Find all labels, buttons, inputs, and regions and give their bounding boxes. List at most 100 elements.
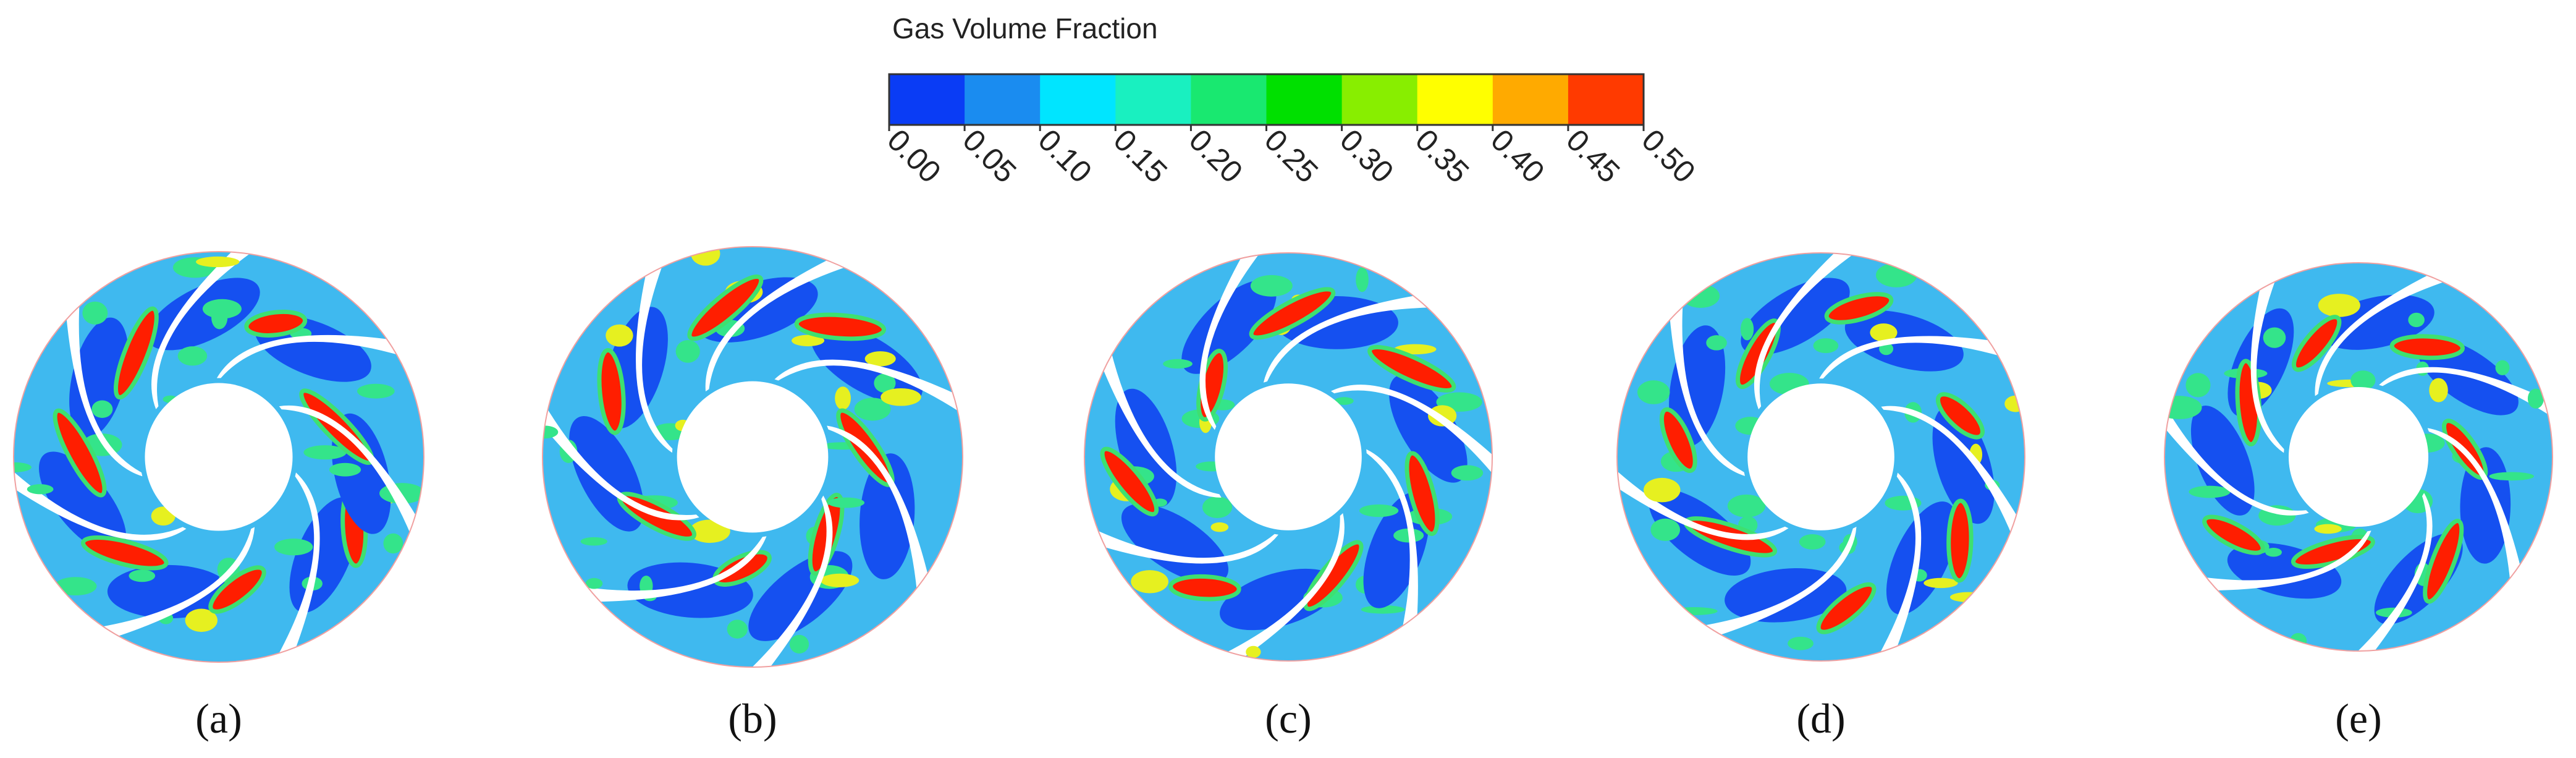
blade	[774, 359, 962, 414]
colorbar-tick-label: 0.40	[1484, 122, 1551, 189]
hub	[677, 381, 829, 533]
colorbar-segment	[1115, 74, 1191, 125]
blade	[276, 472, 320, 658]
red-region	[2423, 519, 2464, 604]
blade	[98, 527, 255, 638]
hub	[1215, 383, 1362, 530]
red-region	[1816, 582, 1877, 634]
green-region	[1788, 636, 1814, 650]
green-region	[1361, 605, 1405, 614]
red-region	[2202, 514, 2265, 555]
red-region	[1367, 345, 1456, 393]
green-region	[1250, 275, 1293, 297]
red-region	[1100, 446, 1159, 517]
blade	[2250, 276, 2284, 453]
colorbar-segment	[1040, 74, 1116, 125]
blue-region	[2190, 406, 2255, 516]
green-region	[1451, 465, 1484, 481]
green-region	[2489, 472, 2534, 481]
green-region	[2495, 360, 2510, 375]
colorbar-tick-label: 0.15	[1107, 122, 1174, 189]
blade	[705, 258, 850, 391]
panel-label: (c)	[1265, 695, 1311, 742]
blade	[1263, 295, 1433, 383]
green-region	[1875, 263, 1917, 287]
colorbar-tick-label: 0.10	[1031, 122, 1098, 189]
hub	[1747, 383, 1894, 530]
green-region	[874, 373, 896, 393]
blade	[1881, 406, 2019, 537]
green-region	[2265, 548, 2282, 557]
green-region	[1706, 335, 1727, 351]
green-region	[820, 573, 859, 587]
red-region	[1659, 407, 1697, 473]
blade	[1617, 468, 1789, 540]
blade	[279, 405, 418, 537]
blade	[151, 252, 254, 409]
blade	[2201, 530, 2371, 591]
blue-region	[146, 278, 260, 351]
blade	[1670, 302, 1745, 476]
blue-region	[1220, 568, 1338, 631]
green-region	[835, 386, 851, 410]
red-region	[1303, 540, 1364, 611]
green-region	[689, 519, 730, 543]
green-region	[211, 305, 228, 330]
rim	[542, 246, 963, 668]
red-region	[687, 274, 764, 341]
green-region	[1210, 522, 1229, 532]
rim	[2164, 262, 2553, 652]
green-region	[274, 539, 313, 556]
blade	[2427, 428, 2522, 584]
colorbar-segment	[1266, 74, 1343, 125]
red-region	[80, 535, 169, 571]
green-region	[2408, 312, 2425, 328]
blade	[543, 405, 699, 521]
green-region	[792, 334, 825, 347]
green-region	[82, 301, 108, 325]
green-region	[1670, 607, 1718, 616]
red-region	[208, 565, 266, 614]
green-region	[1727, 494, 1766, 517]
red-region	[1824, 292, 1894, 325]
blade	[1878, 472, 1922, 657]
green-region	[675, 339, 700, 363]
green-region	[2318, 294, 2360, 317]
red-region	[53, 408, 107, 498]
green-region	[864, 351, 896, 367]
green-region	[1681, 284, 1720, 308]
green-region	[1246, 645, 1261, 658]
hub	[2288, 386, 2429, 527]
blade	[66, 301, 143, 477]
blue-region	[69, 317, 129, 438]
green-region	[1356, 267, 1369, 292]
blade	[1331, 385, 1492, 477]
blade	[216, 334, 402, 378]
green-region	[2314, 524, 2342, 534]
green-region	[2263, 327, 2286, 348]
red-region	[114, 306, 159, 400]
colorbar-tick-label: 0.45	[1560, 122, 1626, 189]
green-region	[2189, 485, 2231, 498]
hub	[145, 383, 293, 531]
colorbar-segment	[1417, 74, 1493, 125]
green-region	[1131, 570, 1168, 594]
blade	[2164, 409, 2309, 516]
red-region	[2389, 334, 2465, 360]
green-region	[2164, 396, 2202, 420]
red-region	[597, 347, 626, 435]
green-region	[196, 256, 240, 268]
blade	[583, 536, 767, 602]
blade	[636, 262, 673, 453]
red-region	[1936, 392, 1985, 440]
green-region	[606, 324, 633, 347]
green-region	[1740, 318, 1754, 341]
green-region	[357, 383, 395, 399]
panel-label: (d)	[1796, 695, 1845, 742]
colorbar-tick-label: 0.50	[1635, 122, 1702, 189]
blade	[748, 495, 833, 667]
blade	[14, 469, 187, 541]
blue-region	[1725, 568, 1847, 623]
colorbar-tick-label: 0.00	[880, 122, 947, 189]
colorbar-tick-label: 0.05	[956, 122, 1023, 189]
